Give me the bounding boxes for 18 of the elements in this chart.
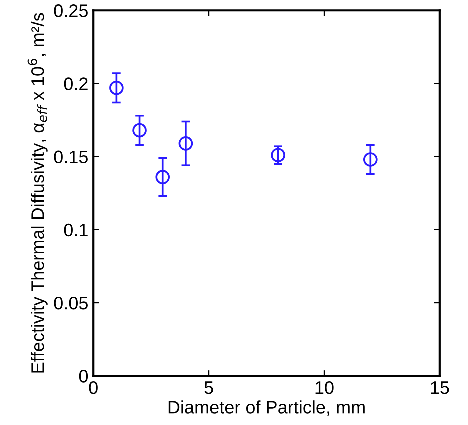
x-axis-title: Diameter of Particle, mm — [168, 400, 365, 416]
x-tick-label: 0 — [89, 381, 98, 394]
point — [364, 152, 378, 167]
point — [156, 170, 170, 184]
point — [110, 80, 124, 96]
x-tick-label: 5 — [204, 382, 214, 394]
point — [132, 123, 147, 138]
y-axis-title: Effectivity Thermal Diffusivity, α$_{eff}$ x 10$^{6}$, m²/s — [28, 13, 48, 373]
x-tick-label: 10 — [316, 381, 334, 394]
point — [271, 148, 286, 163]
y-tick-label: 0 — [79, 370, 88, 383]
y-tick-label: 0.2 — [64, 78, 88, 90]
y-tick-label: 0.15 — [54, 150, 88, 164]
y-tick-label: 0.1 — [64, 224, 88, 237]
x-tick-label: 15 — [431, 382, 450, 394]
y-tick-label: 0.05 — [54, 296, 88, 310]
y-tick-label: 0.25 — [54, 4, 88, 18]
point — [178, 136, 194, 151]
